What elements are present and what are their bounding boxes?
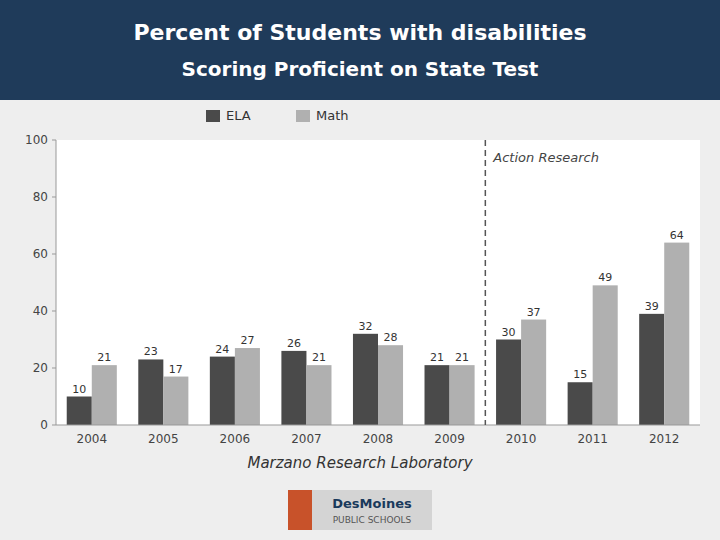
data-label: 49 [598, 271, 612, 284]
x-tick-label: 2010 [506, 432, 537, 446]
divider-line [485, 140, 487, 425]
bar [92, 365, 117, 425]
bar [306, 365, 331, 425]
y-tick-label: 40 [33, 304, 48, 318]
data-label: 17 [169, 363, 183, 376]
data-label: 39 [645, 300, 659, 313]
subtitle: Scoring Proficient on State Test [182, 57, 539, 81]
bars [67, 243, 690, 425]
bar [281, 351, 306, 425]
y-axis: 0 20 40 60 80 100 [25, 133, 56, 432]
data-label: 28 [384, 331, 398, 344]
data-label: 37 [527, 306, 541, 319]
bar [450, 365, 475, 425]
logo-subtitle: PUBLIC SCHOOLS [333, 515, 412, 525]
data-label: 64 [670, 229, 684, 242]
bar [353, 334, 378, 425]
data-label: 21 [430, 351, 444, 364]
x-tick-label: 2005 [148, 432, 179, 446]
legend-label: Math [316, 108, 349, 123]
header-band [0, 0, 720, 100]
data-label: 21 [312, 351, 326, 364]
y-tick [52, 140, 56, 141]
logo-box [288, 490, 432, 530]
y-tick-label: 0 [40, 418, 48, 432]
x-tick-label: 2004 [77, 432, 108, 446]
legend-swatch [206, 110, 220, 122]
bar [568, 382, 593, 425]
legend: ELA Math [206, 108, 349, 123]
y-tick [52, 311, 56, 312]
data-label: 24 [215, 343, 229, 356]
y-tick-label: 60 [33, 247, 48, 261]
y-axis-line [56, 140, 57, 425]
y-tick [52, 197, 56, 198]
logo: DesMoines PUBLIC SCHOOLS [288, 490, 432, 530]
y-tick-label: 80 [33, 190, 48, 204]
x-tick-label: 2007 [291, 432, 322, 446]
x-tick-label: 2009 [434, 432, 465, 446]
data-label: 21 [97, 351, 111, 364]
bar [235, 348, 260, 425]
bar [67, 397, 92, 426]
bar [496, 340, 521, 426]
logo-name: DesMoines [332, 496, 412, 511]
bar [521, 320, 546, 425]
y-tick-label: 20 [33, 361, 48, 375]
bar [425, 365, 450, 425]
x-tick-label: 2006 [220, 432, 251, 446]
bar [639, 314, 664, 425]
data-label: 15 [573, 368, 587, 381]
title: Percent of Students with disabilities [133, 20, 586, 45]
plot-background [56, 140, 700, 425]
bar [378, 345, 403, 425]
data-labels: 10 23 24 26 32 21 30 15 39 21 17 27 21 28 21 37 49 64 [72, 229, 683, 396]
data-label: 26 [287, 337, 301, 350]
annotation: Action Research [492, 150, 599, 165]
bar [593, 285, 618, 425]
footer: Marzano Research Laboratory [247, 454, 473, 472]
bar [138, 359, 163, 425]
bar [664, 243, 689, 425]
x-axis-line [56, 425, 700, 426]
logo-flag [288, 490, 312, 530]
data-label: 30 [502, 326, 516, 339]
legend-swatch [296, 110, 310, 122]
chart: Percent of Students with disabilities Sco… [0, 0, 720, 540]
y-tick-label: 100 [25, 133, 48, 147]
y-tick [52, 425, 56, 426]
legend-label: ELA [226, 108, 251, 123]
data-label: 32 [358, 320, 372, 333]
y-tick [52, 254, 56, 255]
data-label: 23 [144, 345, 158, 358]
x-tick-label: 2008 [363, 432, 394, 446]
y-tick [52, 368, 56, 369]
x-tick-label: 2012 [649, 432, 680, 446]
data-label: 21 [455, 351, 469, 364]
x-axis: 2004 2005 2006 2007 2008 2009 2010 2011 2012 [56, 425, 700, 446]
bar [163, 377, 188, 425]
data-label: 27 [240, 334, 254, 347]
bar [210, 357, 235, 425]
data-label: 10 [72, 383, 86, 396]
x-tick-label: 2011 [577, 432, 608, 446]
